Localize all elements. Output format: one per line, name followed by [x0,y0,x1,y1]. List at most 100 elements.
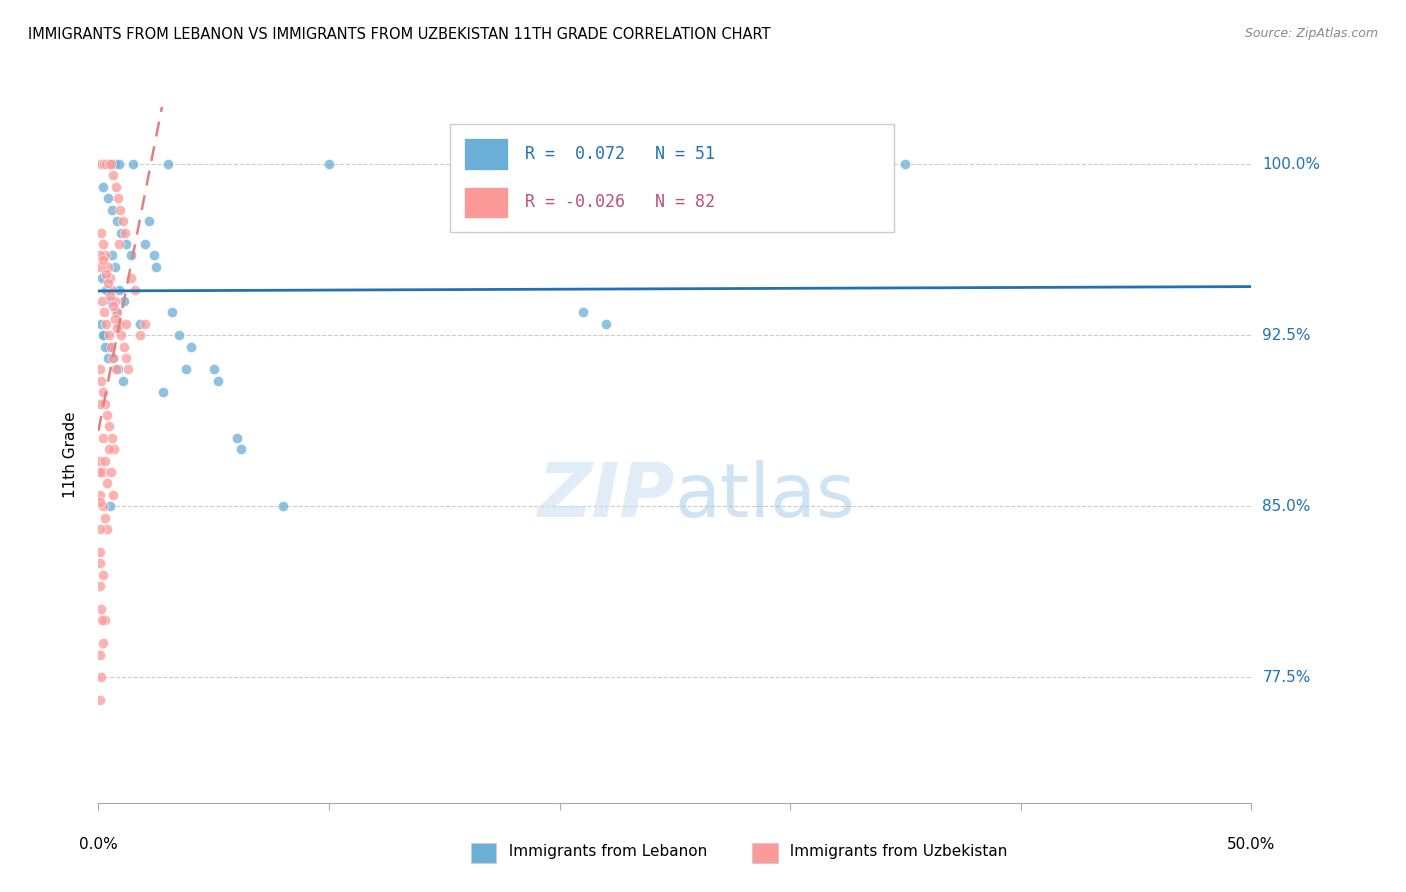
Point [91,465,114,479]
Y-axis label: 11th Grade: 11th Grade [63,411,77,499]
Point [89,396,111,410]
Point [90,157,112,171]
Point [97,328,120,343]
Point [120,248,142,262]
Point [231,442,253,457]
Point [120,271,142,285]
Point [134,236,156,251]
Point [108,283,131,297]
Point [94,157,117,171]
Point [98,157,121,171]
Point [117,362,139,376]
Point [93,157,115,171]
Point [89,488,111,502]
Point [96,283,118,297]
Point [90,226,112,240]
Point [112,340,135,354]
Point [115,317,138,331]
Point [98,419,121,434]
Point [134,317,156,331]
Point [129,317,152,331]
Point [105,214,128,228]
Point [89,579,111,593]
Point [90,374,112,388]
Point [93,328,115,343]
Point [90,271,112,285]
Point [101,283,124,297]
Point [104,312,127,326]
Point [89,248,111,262]
Point [103,293,125,308]
Point [108,157,131,171]
Point [101,431,124,445]
Point [98,271,121,285]
Point [91,328,114,343]
Point [894,157,917,171]
Point [91,431,114,445]
Point [94,453,117,467]
Point [103,442,125,457]
Point [115,236,138,251]
Point [97,157,120,171]
Point [101,202,124,217]
Point [595,317,617,331]
Text: 0.0%: 0.0% [79,837,118,852]
Text: Source: ZipAtlas.com: Source: ZipAtlas.com [1244,27,1378,40]
Text: atlas: atlas [675,460,856,533]
Point [114,226,136,240]
Point [89,453,111,467]
Point [89,648,111,662]
Point [90,602,112,616]
Point [97,442,120,457]
Point [89,465,111,479]
Point [105,321,128,335]
Point [124,283,146,297]
Point [107,362,129,376]
Point [94,248,117,262]
Point [103,157,125,171]
Point [97,276,120,290]
Point [318,157,340,171]
Point [103,260,125,274]
Text: Immigrants from Uzbekistan: Immigrants from Uzbekistan [780,845,1008,859]
Point [104,305,127,319]
Text: 77.5%: 77.5% [1263,670,1310,685]
Point [96,522,118,536]
Point [89,522,111,536]
Point [571,305,593,319]
Point [100,157,122,171]
Point [97,351,120,365]
Point [271,500,294,514]
Point [89,362,111,376]
Point [89,693,111,707]
Point [107,191,129,205]
Point [94,510,117,524]
Point [103,488,125,502]
Point [89,556,111,570]
Point [202,362,225,376]
Point [96,157,118,171]
Point [103,169,125,183]
Point [100,289,122,303]
Point [110,202,132,217]
Point [94,267,117,281]
Point [174,362,197,376]
Point [108,317,131,331]
Point [225,431,247,445]
Point [94,340,117,354]
Point [138,214,160,228]
Point [112,293,135,308]
Point [89,260,111,274]
Point [156,157,179,171]
Point [103,351,125,365]
Point [94,396,117,410]
Point [96,317,118,331]
Point [89,545,111,559]
Point [142,248,165,262]
Point [90,613,112,627]
Point [101,298,124,312]
Point [101,248,124,262]
Point [110,328,132,343]
Point [103,351,125,365]
Point [90,317,112,331]
